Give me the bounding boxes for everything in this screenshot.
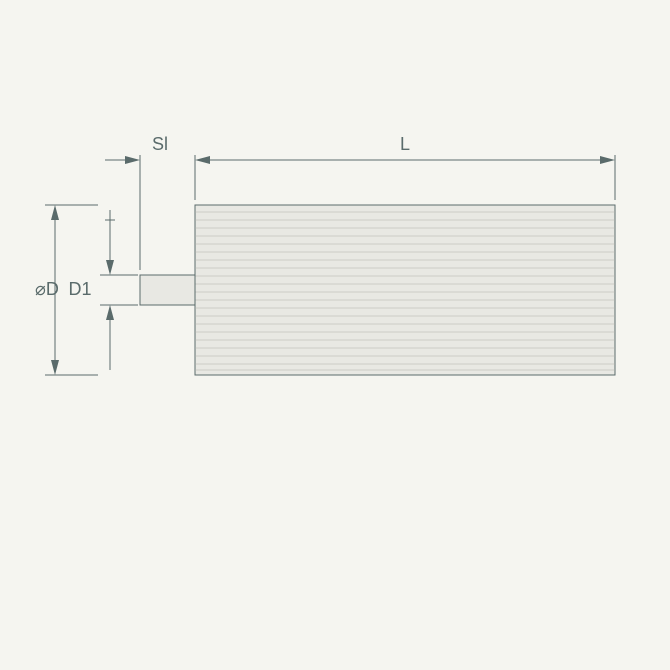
diagram-svg: L Sl D1 [30,50,640,620]
dimension-D1: D1 [68,210,138,370]
dimension-Sl: Sl [105,134,168,270]
label-Sl: Sl [152,134,168,154]
dimension-L: L [195,134,615,200]
label-D1: D1 [68,279,91,299]
engineering-diagram: L Sl D1 [30,50,640,620]
main-body [195,205,615,375]
label-D: ⌀D [35,279,59,299]
small-step [140,275,195,305]
label-L: L [400,134,410,154]
